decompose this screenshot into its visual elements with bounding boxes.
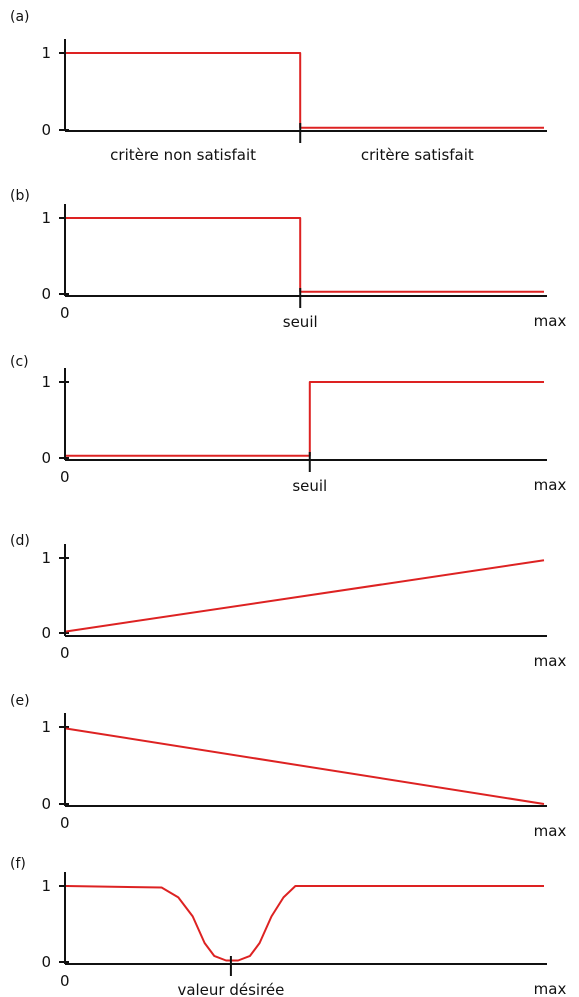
panel-label: (f)	[10, 856, 26, 872]
x-mark-label: seuil	[283, 313, 318, 331]
chart-panel: (a) 0 1 critère non satisfait critère satisf…	[10, 9, 547, 164]
y-tick-label: 0	[41, 624, 51, 642]
y-tick-label: 1	[41, 718, 51, 736]
chart-panel: (c) 0 1 seuil 0 max	[10, 354, 566, 495]
x-label: max	[534, 652, 567, 670]
panel-label: (b)	[10, 188, 30, 204]
y-tick-label: 1	[41, 44, 51, 62]
x-label: 0	[60, 814, 70, 832]
series-line	[66, 53, 544, 128]
x-label: critère non satisfait	[110, 146, 256, 164]
y-tick-label: 0	[41, 285, 51, 303]
x-label: 0	[60, 644, 70, 662]
x-label: max	[534, 980, 567, 997]
x-label: max	[534, 476, 567, 494]
series-line	[66, 886, 544, 961]
x-label: max	[534, 312, 567, 330]
panel-label: (d)	[10, 533, 30, 549]
y-tick-label: 1	[41, 877, 51, 895]
y-tick-label: 1	[41, 549, 51, 567]
x-label: 0	[60, 304, 70, 322]
y-tick-label: 0	[41, 449, 51, 467]
y-tick-label: 1	[41, 373, 51, 391]
x-mark-label: valeur désirée	[177, 981, 284, 997]
y-tick-label: 0	[41, 121, 51, 139]
series-line	[66, 729, 544, 805]
chart-panel: (e) 0 1 0 max	[10, 693, 566, 840]
series-line	[66, 218, 544, 292]
series-line	[66, 560, 544, 631]
series-line	[66, 382, 544, 456]
panel-label: (c)	[10, 354, 29, 370]
y-tick-label: 0	[41, 953, 51, 971]
y-tick-label: 1	[41, 209, 51, 227]
chart-panel: (f) 0 1 valeur désirée 0 max	[10, 856, 566, 997]
x-label: max	[534, 822, 567, 840]
panel-label: (e)	[10, 693, 30, 709]
x-label: 0	[60, 468, 70, 486]
x-mark-label: seuil	[292, 477, 327, 495]
x-label: 0	[60, 972, 70, 990]
panel-label: (a)	[10, 9, 30, 25]
x-label: critère satisfait	[361, 146, 474, 164]
chart-panel: (b) 0 1 seuil 0 max	[10, 188, 566, 331]
chart-panel: (d) 0 1 0 max	[10, 533, 566, 670]
y-tick-label: 0	[41, 795, 51, 813]
